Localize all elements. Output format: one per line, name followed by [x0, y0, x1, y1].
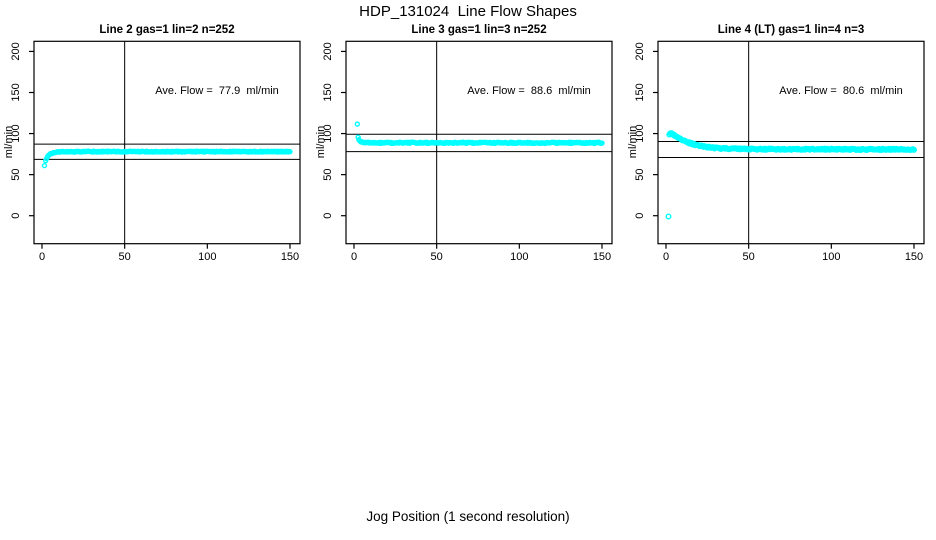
axes [29, 40, 301, 249]
plot-box [657, 40, 925, 245]
x-tick-label: 100 [510, 251, 528, 263]
y-tick-label: 50 [10, 169, 22, 181]
tick-labels: 0 50 100 150 0 50 100 150 200 [634, 42, 923, 263]
y-tick-label: 100 [634, 124, 646, 142]
main-title: HDP_131024 Line Flow Shapes [359, 3, 577, 20]
y-tick-label: 150 [10, 83, 22, 101]
tick-labels: 0 50 100 150 0 50 100 150 200 [10, 42, 299, 263]
x-tick-label: 0 [39, 251, 45, 263]
data-points [665, 130, 918, 220]
plot-box [33, 40, 301, 245]
tick-labels: 0 50 100 150 0 50 100 150 200 [322, 42, 611, 263]
x-tick-label: 100 [198, 251, 216, 263]
panel-line4: 0 50 100 150 0 50 100 150 200 Line 4 (LT) gas=1 … [624, 0, 936, 270]
x-tick-label: 50 [431, 251, 443, 263]
x-tick-label: 150 [593, 251, 611, 263]
y-tick-label: 200 [10, 42, 22, 60]
y-axis-label: ml/min [315, 125, 327, 159]
panel-line2: 0 50 100 150 0 50 100 150 200 Line 2 gas=1 lin=2… [0, 0, 312, 270]
reference-lines [658, 41, 924, 244]
panel-title: Line 4 (LT) gas=1 lin=4 n=3 [717, 24, 865, 36]
axes [653, 40, 925, 249]
y-tick-label: 50 [322, 169, 334, 181]
ave-flow-annotation: Ave. Flow = 77.9 ml/min [155, 85, 279, 97]
x-tick-label: 0 [663, 251, 669, 263]
data-point [287, 148, 293, 155]
y-axis-label: ml/min [3, 125, 15, 159]
outlier-point [354, 121, 361, 127]
y-axis-label: ml/min [627, 125, 639, 159]
data-points [354, 121, 605, 147]
x-tick-label: 150 [281, 251, 299, 263]
ave-flow-annotation: Ave. Flow = 80.6 ml/min [779, 85, 903, 97]
x-tick-label: 50 [119, 251, 131, 263]
y-tick-label: 50 [634, 169, 646, 181]
ave-flow-annotation: Ave. Flow = 88.6 ml/min [467, 85, 591, 97]
outlier-point [665, 213, 672, 220]
panel-line3: 0 50 100 150 0 50 100 150 200 Line 3 gas=1 lin=3… [312, 0, 624, 270]
panel-title: Line 3 gas=1 lin=3 n=252 [411, 24, 547, 36]
y-tick-label: 100 [322, 124, 334, 142]
y-tick-label: 200 [634, 42, 646, 60]
y-tick-label: 150 [634, 83, 646, 101]
y-tick-label: 200 [322, 42, 334, 60]
y-tick-label: 0 [322, 213, 334, 219]
y-tick-label: 0 [10, 213, 22, 219]
x-tick-label: 100 [822, 251, 840, 263]
plot-area-line2: 0 50 100 150 0 50 100 150 200 [10, 40, 301, 263]
y-tick-label: 100 [10, 124, 22, 142]
x-tick-label: 50 [743, 251, 755, 263]
plot-area-line4: 0 50 100 150 0 50 100 150 200 [634, 40, 925, 263]
x-tick-label: 0 [351, 251, 357, 263]
x-axis-label: Jog Position (1 second resolution) [366, 509, 570, 524]
x-tick-label: 150 [905, 251, 923, 263]
outlier-point [41, 162, 48, 169]
plot-area-line3: 0 50 100 150 0 50 100 150 200 [322, 40, 613, 263]
y-tick-label: 0 [634, 213, 646, 219]
reference-lines [34, 41, 300, 244]
data-point [911, 146, 918, 153]
axes [341, 40, 613, 249]
data-points [41, 148, 293, 169]
panel-title: Line 2 gas=1 lin=2 n=252 [99, 24, 235, 36]
y-tick-label: 150 [322, 83, 334, 101]
data-point [599, 140, 605, 146]
plot-box [345, 40, 613, 245]
